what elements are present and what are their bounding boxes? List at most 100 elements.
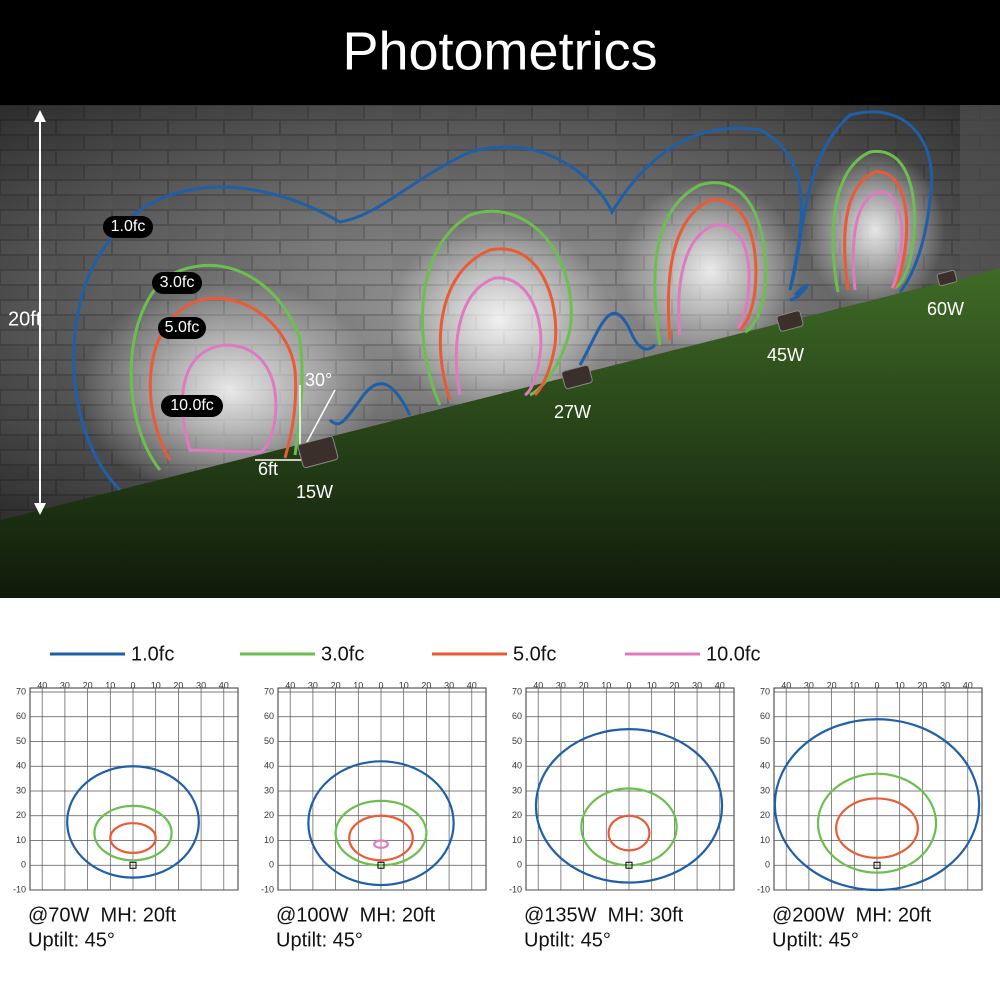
- x-tick-label: 30: [940, 680, 950, 690]
- isofootcandle-contour: [109, 822, 157, 854]
- x-tick-label: 20: [827, 680, 837, 690]
- x-tick-label: 40: [285, 680, 295, 690]
- x-tick-label: 20: [173, 680, 183, 690]
- y-tick-label: 50: [512, 736, 522, 746]
- isofootcandle-contour: [773, 718, 981, 892]
- x-tick-label: 0: [378, 680, 383, 690]
- plot-panel: 40 30 20 10 0 10 20 30 40 70 60 50 40 30 20 10 0 -10@70W …: [13, 680, 239, 951]
- x-tick-label: 20: [579, 680, 589, 690]
- x-tick-label: 20: [669, 680, 679, 690]
- y-tick-label: 70: [760, 686, 770, 696]
- isofootcandle-contour: [534, 728, 724, 884]
- isofootcandle-contour: [66, 765, 200, 879]
- y-tick-label: 40: [16, 761, 26, 771]
- panel-caption: @200W MH: 20ft: [772, 904, 932, 926]
- y-tick-label: 30: [760, 785, 770, 795]
- x-tick-label: 40: [533, 680, 543, 690]
- y-tick-label: 30: [16, 785, 26, 795]
- isofootcandle-contour: [580, 787, 678, 867]
- x-tick-label: 10: [895, 680, 905, 690]
- contour-label: 10.0fc: [170, 397, 214, 414]
- panel-uptilt: Uptilt: 45°: [524, 929, 611, 951]
- x-tick-label: 10: [601, 680, 611, 690]
- isofootcandle-contour: [307, 760, 455, 887]
- panel-uptilt: Uptilt: 45°: [276, 929, 363, 951]
- y-tick-label: 60: [760, 711, 770, 721]
- y-tick-label: 60: [512, 711, 522, 721]
- x-tick-label: 10: [399, 680, 409, 690]
- x-tick-label: 30: [196, 680, 206, 690]
- panel-uptilt: Uptilt: 45°: [772, 929, 859, 951]
- y-tick-label: -10: [757, 884, 770, 894]
- legend-label: 1.0fc: [131, 643, 174, 665]
- x-tick-label: 0: [874, 680, 879, 690]
- isofootcandle-contour: [348, 814, 414, 862]
- y-tick-label: 0: [517, 860, 522, 870]
- y-tick-label: -10: [509, 884, 522, 894]
- isofootcandle-contour: [334, 799, 428, 867]
- plot-panel: 40 30 20 10 0 10 20 30 40 70 60 50 40 30 20 10 0 -10@135W…: [509, 680, 735, 951]
- y-tick-label: 60: [264, 711, 274, 721]
- y-tick-label: -10: [13, 884, 26, 894]
- isofootcandle-contour: [607, 814, 651, 852]
- x-tick-label: 10: [647, 680, 657, 690]
- x-tick-label: 20: [917, 680, 927, 690]
- contour-label-bg: [158, 317, 206, 339]
- y-tick-label: 70: [264, 686, 274, 696]
- y-tick-label: 40: [264, 761, 274, 771]
- contour-label: 3.0fc: [160, 274, 195, 291]
- x-tick-label: 30: [804, 680, 814, 690]
- y-tick-label: 60: [16, 711, 26, 721]
- x-tick-label: 10: [151, 680, 161, 690]
- fixture-label: 15W: [296, 482, 333, 502]
- x-tick-label: 30: [444, 680, 454, 690]
- x-tick-label: 10: [849, 680, 859, 690]
- legend: 1.0fc 3.0fc 5.0fc 10.0fc: [50, 643, 760, 665]
- photo: [0, 105, 1000, 598]
- panel-caption: @100W MH: 20ft: [276, 904, 436, 926]
- y-tick-label: 20: [512, 810, 522, 820]
- fixture-marker: [873, 861, 881, 869]
- x-tick-label: 40: [467, 680, 477, 690]
- fixture-marker: [129, 861, 137, 869]
- y-tick-label: 70: [512, 686, 522, 696]
- x-tick-label: 0: [130, 680, 135, 690]
- x-tick-label: 20: [331, 680, 341, 690]
- plots: 40 30 20 10 0 10 20 30 40706050403020100-10@70W …: [13, 680, 983, 951]
- y-tick-label: 70: [16, 686, 26, 696]
- x-tick-label: 40: [963, 680, 973, 690]
- isofootcandle-contour: [373, 839, 389, 850]
- y-tick-label: 50: [264, 736, 274, 746]
- plot-panel: 40 30 20 10 0 10 20 30 40 70 60 50 40 30 20 10 0 -10@200W…: [757, 680, 983, 951]
- x-tick-label: 30: [556, 680, 566, 690]
- panel-uptilt: Uptilt: 45°: [28, 929, 115, 951]
- panel-caption: @70W MH: 20ft: [28, 904, 177, 926]
- legend-label: 10.0fc: [706, 643, 760, 665]
- header-bar: [0, 0, 1000, 105]
- contour-label-bg: [161, 395, 223, 417]
- x-tick-label: 30: [60, 680, 70, 690]
- x-tick-label: 20: [83, 680, 93, 690]
- y-tick-label: 30: [264, 785, 274, 795]
- y-tick-label: -10: [261, 884, 274, 894]
- x-tick-label: 0: [626, 680, 631, 690]
- fixture-label: 27W: [554, 402, 591, 422]
- isofootcandle-contour: [816, 772, 938, 874]
- y-tick-label: 20: [16, 810, 26, 820]
- legend-label: 3.0fc: [321, 643, 364, 665]
- distance-label: 6ft: [258, 459, 278, 479]
- y-tick-label: 10: [16, 835, 26, 845]
- contour-label: 1.0fc: [111, 218, 146, 235]
- y-tick-label: 30: [512, 785, 522, 795]
- y-tick-label: 0: [21, 860, 26, 870]
- x-tick-label: 40: [37, 680, 47, 690]
- y-tick-label: 40: [512, 761, 522, 771]
- fixture-label: 60W: [927, 299, 964, 319]
- fixture-marker: [377, 861, 385, 869]
- x-tick-label: 10: [105, 680, 115, 690]
- y-tick-label: 50: [16, 736, 26, 746]
- contour-label-bg: [152, 272, 202, 294]
- x-tick-label: 40: [781, 680, 791, 690]
